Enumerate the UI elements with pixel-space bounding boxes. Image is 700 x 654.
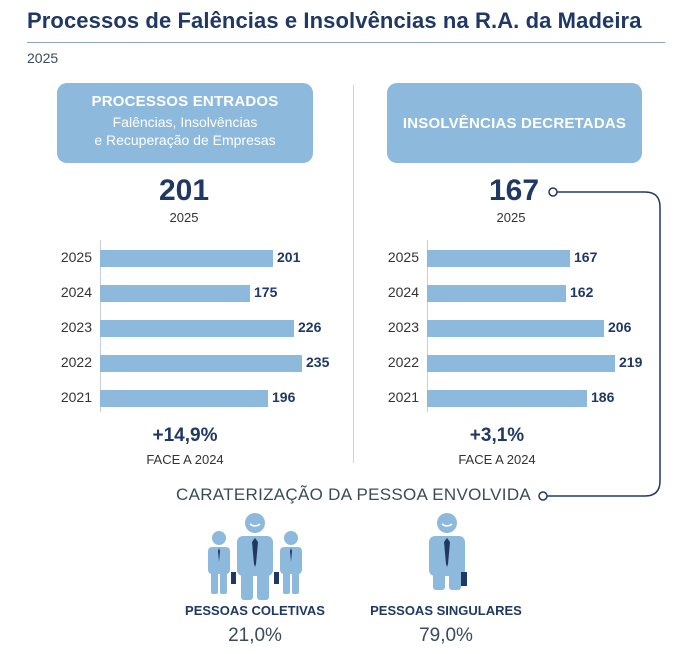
insolvencias-decretadas-category-label: 2022 <box>387 354 419 370</box>
insolvencias-decretadas-big-year: 2025 <box>496 210 526 225</box>
processos-entrados-category-label: 2022 <box>60 354 92 370</box>
insolvencias-decretadas-bar <box>427 250 570 267</box>
processos-entrados-bar <box>100 285 250 302</box>
processos-entrados-bar-value: 226 <box>298 319 322 335</box>
insolvencias-decretadas-change: +3,1% <box>469 425 525 446</box>
processos-entrados-big-value: 201 <box>158 174 210 207</box>
processos-entrados-category-label: 2023 <box>60 319 92 335</box>
report-year: 2025 <box>27 50 59 66</box>
processos-entrados-bar-value: 175 <box>254 284 278 300</box>
processos-entrados-category-label: 2024 <box>60 284 92 300</box>
processos-entrados-heading: PROCESSOS ENTRADOS <box>91 93 279 110</box>
characterization-title: CARATERIZAÇÃO DA PESSOA ENVOLVIDA <box>176 485 532 504</box>
pessoas-coletivas-label: PESSOAS COLETIVAS <box>185 603 325 618</box>
connector-start-dot <box>548 187 558 197</box>
group-of-people-icon <box>208 513 302 600</box>
insolvencias-decretadas-change-label: FACE A 2024 <box>458 452 536 467</box>
processos-entrados-sub2: e Recuperação de Empresas <box>94 132 276 148</box>
insolvencias-decretadas-bar-value: 219 <box>619 354 643 370</box>
processos-entrados-bar-value: 196 <box>272 389 296 405</box>
panel-divider <box>353 85 354 463</box>
insolvencias-decretadas-bar-value: 186 <box>591 389 615 405</box>
person-icon <box>429 513 467 590</box>
processos-entrados-category-label: 2025 <box>60 249 92 265</box>
processos-entrados-category-label: 2021 <box>60 389 92 405</box>
insolvencias-decretadas-bar-value: 206 <box>608 319 632 335</box>
processos-entrados-bar <box>100 355 302 372</box>
insolvencias-decretadas-bar-value: 167 <box>574 249 598 265</box>
insolvencias-decretadas-header: INSOLVÊNCIAS DECRETADAS <box>387 83 642 163</box>
processos-entrados-change: +14,9% <box>152 425 218 446</box>
processos-entrados-bar-value: 201 <box>277 249 301 265</box>
processos-entrados-big-year: 2025 <box>169 210 199 225</box>
processos-entrados-bar <box>100 320 294 337</box>
insolvencias-decretadas-bar <box>427 390 587 407</box>
processos-entrados-change-label: FACE A 2024 <box>146 452 224 467</box>
processos-entrados-sub1: Falências, Insolvências <box>112 114 258 130</box>
pessoas-singulares-label: PESSOAS SINGULARES <box>370 603 522 618</box>
processos-entrados-bar <box>100 390 268 407</box>
insolvencias-decretadas-category-label: 2021 <box>387 389 419 405</box>
connector-end-dot <box>538 491 548 501</box>
connector-path <box>547 191 661 497</box>
insolvencias-decretadas-big-value: 167 <box>488 174 540 207</box>
processos-entrados-bar-value: 235 <box>306 354 330 370</box>
insolvencias-decretadas-bar <box>427 320 604 337</box>
insolvencias-decretadas-heading: INSOLVÊNCIAS DECRETADAS <box>402 114 627 132</box>
processos-entrados-header: PROCESSOS ENTRADOS Falências, Insolvênci… <box>57 83 313 163</box>
insolvencias-decretadas-bar <box>427 355 615 372</box>
pessoas-coletivas-value: 21,0% <box>228 625 282 646</box>
title-divider <box>27 42 665 43</box>
insolvencias-decretadas-category-label: 2024 <box>387 284 419 300</box>
page-title: Processos de Falências e Insolvências na… <box>27 8 642 33</box>
insolvencias-decretadas-category-label: 2023 <box>387 319 419 335</box>
insolvencias-decretadas-bar-value: 162 <box>570 284 594 300</box>
insolvencias-decretadas-category-label: 2025 <box>387 249 419 265</box>
pessoas-singulares-value: 79,0% <box>419 625 473 646</box>
insolvencias-decretadas-bar <box>427 285 566 302</box>
processos-entrados-bar <box>100 250 273 267</box>
